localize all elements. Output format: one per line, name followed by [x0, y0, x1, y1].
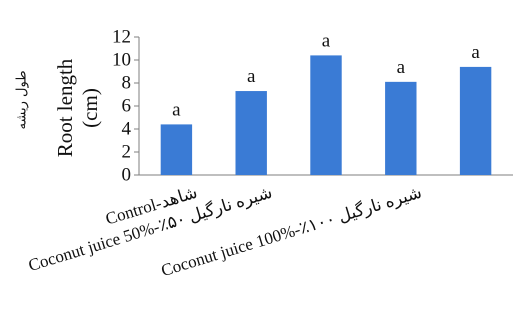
bar [459, 66, 492, 175]
y-tick-label: 4 [122, 119, 132, 140]
y-tick-label: 12 [112, 27, 131, 48]
bar [160, 124, 193, 175]
category-label: Coconut juice 100%-٪۱۰۰ شیره نارگیل [159, 182, 425, 281]
bar-data-label: a [247, 66, 256, 87]
y-tick-label: 2 [122, 142, 132, 163]
y-tick-label: 8 [122, 73, 132, 94]
y-axis-title-line-1: Root length [53, 58, 77, 157]
data-labels: a a a a a [172, 30, 480, 120]
y-axis-title-group: طول ریشه Root length (cm) [15, 58, 102, 157]
bar-data-label: a [322, 30, 331, 51]
y-tick-label: 10 [112, 50, 131, 71]
y-axis-title-line-2: (cm) [78, 88, 102, 128]
y-tick-label: 0 [122, 165, 132, 186]
bar-data-label: a [397, 57, 406, 78]
bar [385, 81, 417, 175]
bars [160, 55, 492, 175]
bar-data-label: a [172, 99, 181, 120]
bar [235, 91, 267, 175]
bar-data-label: a [471, 42, 480, 63]
y-tick-label: 6 [122, 96, 132, 117]
bar [310, 55, 342, 175]
y-axis-title-persian: طول ریشه [15, 70, 30, 129]
